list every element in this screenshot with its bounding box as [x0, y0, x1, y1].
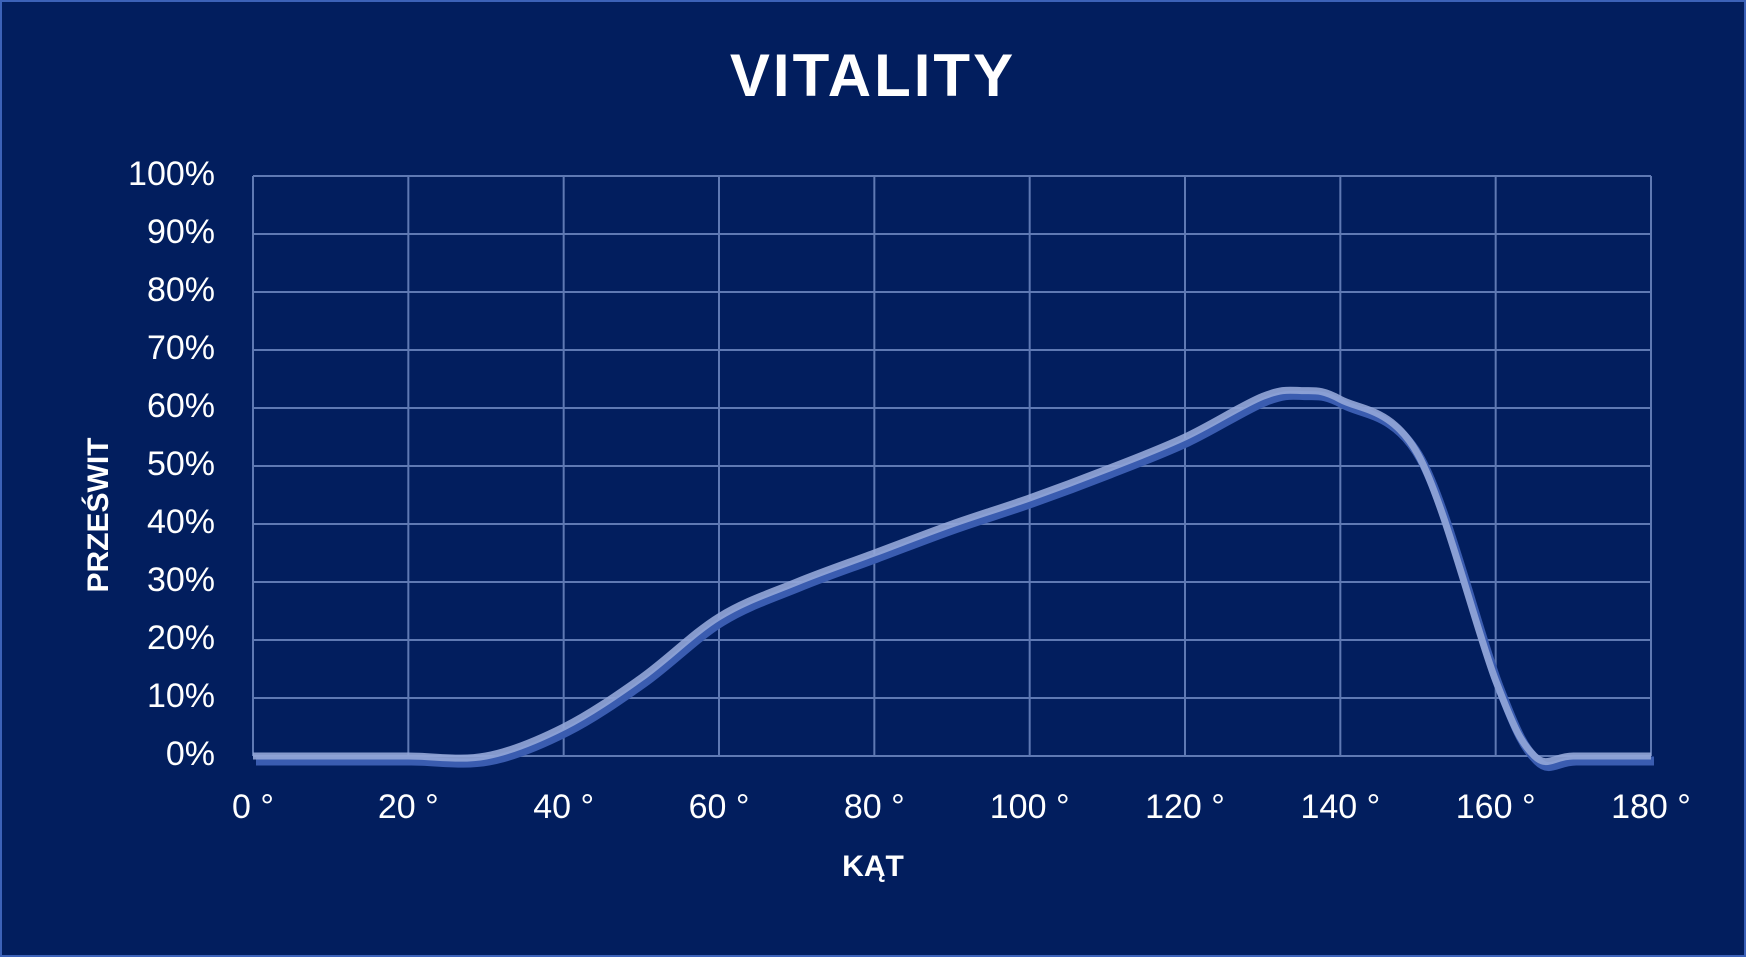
- y-tick-label: 10%: [147, 677, 215, 715]
- y-tick-label: 60%: [147, 387, 215, 425]
- x-tick-label: 60 °: [689, 788, 750, 826]
- y-tick-label: 80%: [147, 271, 215, 309]
- x-tick-label: 100 °: [990, 788, 1070, 826]
- x-axis-label: KĄT: [842, 850, 904, 883]
- x-tick-label: 180 °: [1611, 788, 1691, 826]
- x-tick-label: 120 °: [1145, 788, 1225, 826]
- x-tick-label: 40 °: [533, 788, 594, 826]
- chart-title: VITALITY: [730, 42, 1016, 109]
- x-tick-label: 160 °: [1456, 788, 1536, 826]
- y-tick-label: 40%: [147, 503, 215, 541]
- y-tick-label: 50%: [147, 445, 215, 483]
- x-tick-label: 80 °: [844, 788, 905, 826]
- y-tick-label: 20%: [147, 619, 215, 657]
- x-tick-label: 0 °: [232, 788, 274, 826]
- x-tick-label: 140 °: [1300, 788, 1380, 826]
- y-tick-label: 100%: [128, 155, 215, 193]
- y-axis-label: PRZEŚWIT: [81, 438, 115, 593]
- y-tick-label: 90%: [147, 213, 215, 251]
- y-tick-label: 30%: [147, 561, 215, 599]
- x-tick-label: 20 °: [378, 788, 439, 826]
- y-tick-label: 0%: [166, 735, 215, 773]
- line: [252, 386, 1651, 766]
- y-tick-label: 70%: [147, 329, 215, 367]
